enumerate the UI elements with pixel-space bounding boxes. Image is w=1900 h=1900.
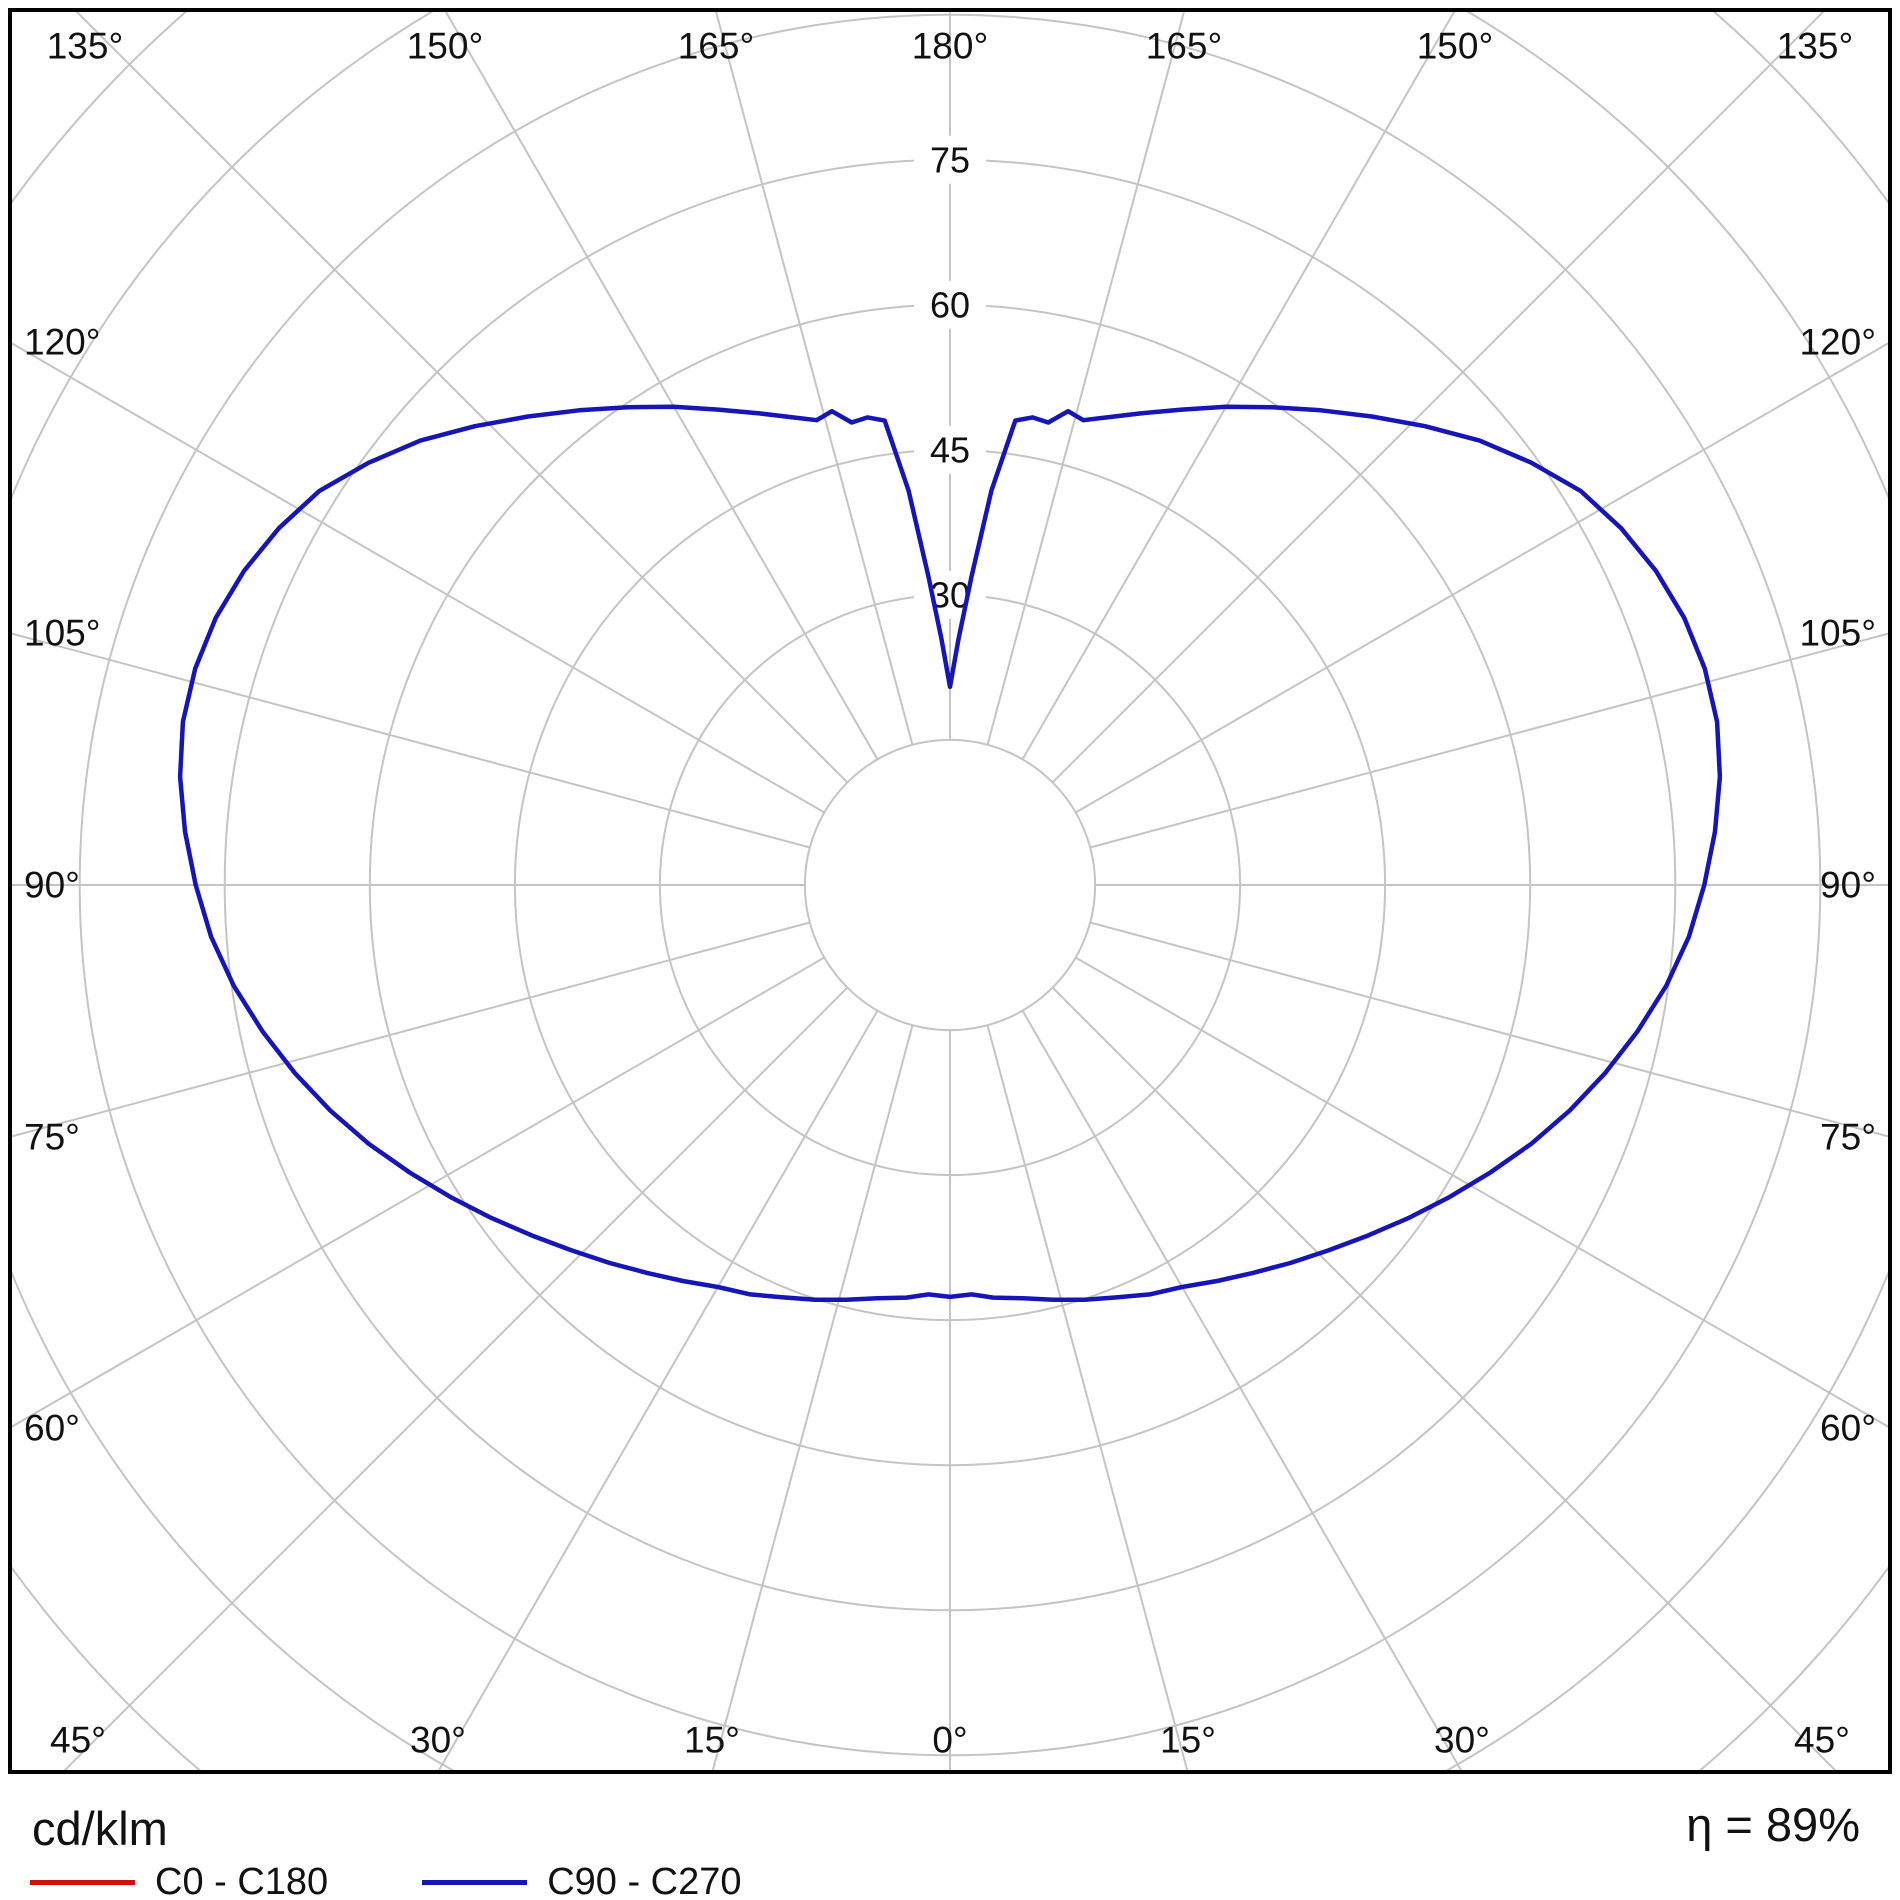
angle-label: 60°	[24, 1408, 80, 1449]
radial-tick-bg	[914, 135, 986, 184]
grid-spoke	[12, 632, 811, 849]
plot-border	[8, 8, 1892, 1774]
c0-c180-label: C0 - C180	[155, 1861, 329, 1900]
grid-spoke	[75, 12, 849, 784]
grid-spoke	[711, 1024, 914, 1770]
grid-ring	[803, 738, 1097, 1032]
angle-label: 165°	[678, 26, 755, 67]
radial-tick-label: 75	[930, 139, 970, 180]
grid-spoke	[12, 342, 825, 814]
radial-tick-label: 60	[930, 284, 970, 325]
radial-tick-bg	[914, 280, 986, 329]
legend: C0 - C180 C90 - C270	[30, 1861, 742, 1900]
c90-c270-label: C90 - C270	[547, 1861, 742, 1900]
efficiency-value: η = 89%	[1686, 1798, 1860, 1851]
grid-spoke	[12, 956, 825, 1428]
grid-spoke	[1075, 956, 1888, 1428]
angle-label: 60°	[1820, 1408, 1876, 1449]
c90-c270-curve	[177, 404, 1723, 1303]
angle-label: 45°	[1794, 1720, 1850, 1761]
radial-tick-bg	[914, 570, 986, 619]
grid-spoke	[1021, 12, 1456, 760]
grid-spoke	[986, 12, 1185, 746]
angle-label: 0°	[932, 1720, 967, 1761]
angle-label: 180°	[912, 26, 989, 67]
grid-spoke	[1051, 12, 1825, 784]
angle-label: 15°	[684, 1720, 740, 1761]
grid-spoke	[444, 12, 879, 760]
grid-spoke	[986, 1024, 1189, 1770]
angle-label: 165°	[1146, 26, 1223, 67]
angle-label: 105°	[1799, 613, 1876, 654]
legend-item-c0-c180: C0 - C180	[30, 1861, 328, 1900]
angle-label: 135°	[1777, 26, 1854, 67]
angle-label: 150°	[407, 26, 484, 67]
grid-spoke	[63, 986, 849, 1770]
angle-label: 150°	[1417, 26, 1494, 67]
angle-label: 75°	[24, 1117, 80, 1158]
angle-label: 105°	[24, 613, 101, 654]
grid-spoke	[1051, 986, 1837, 1770]
legend-item-c90-c270: C90 - C270	[422, 1861, 742, 1900]
angle-label: 90°	[24, 865, 80, 906]
angle-label: 30°	[410, 1720, 466, 1761]
grid-spoke	[437, 1010, 879, 1770]
angle-label: 45°	[50, 1720, 106, 1761]
grid-spoke	[12, 921, 811, 1138]
angle-label: 120°	[1799, 322, 1876, 363]
angle-label: 120°	[24, 322, 101, 363]
angle-label: 15°	[1160, 1720, 1216, 1761]
angle-label: 30°	[1434, 1720, 1490, 1761]
radial-tick-label: 45	[930, 429, 970, 470]
c90-c270-swatch	[422, 1880, 528, 1885]
chart-footer: cd/klm η = 89% C0 - C180 C90 - C270	[0, 1775, 1900, 1900]
grid-spoke	[1075, 342, 1888, 814]
polar-grid	[12, 12, 1888, 1770]
units-label: cd/klm	[32, 1802, 168, 1855]
c0-c180-swatch	[30, 1880, 135, 1885]
angle-label: 135°	[47, 26, 124, 67]
grid-spoke	[1021, 1010, 1463, 1770]
angle-label: 90°	[1820, 865, 1876, 906]
grid-spoke	[715, 12, 914, 746]
grid-spoke	[1089, 632, 1888, 849]
radial-tick-bg	[914, 425, 986, 474]
grid-spoke	[1089, 921, 1888, 1138]
angle-label: 75°	[1820, 1117, 1876, 1158]
